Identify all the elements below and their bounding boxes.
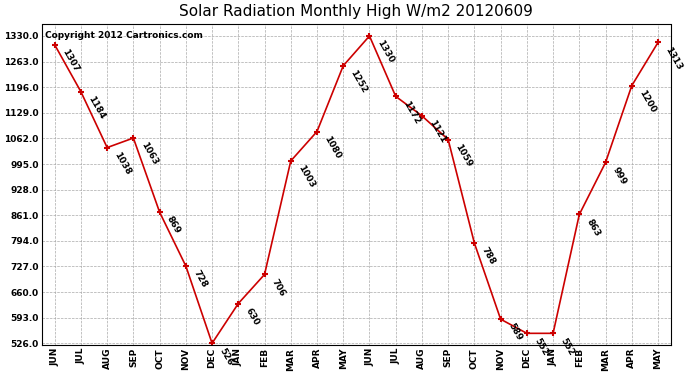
Text: 552: 552 <box>559 336 576 357</box>
Text: 728: 728 <box>191 269 208 290</box>
Text: 1313: 1313 <box>664 45 684 71</box>
Text: 1172: 1172 <box>402 99 422 125</box>
Text: 1200: 1200 <box>638 88 658 114</box>
Text: 1080: 1080 <box>322 134 343 160</box>
Text: 1059: 1059 <box>454 142 474 168</box>
Text: 1184: 1184 <box>86 94 107 121</box>
Text: 1038: 1038 <box>112 150 133 176</box>
Text: 1307: 1307 <box>60 48 81 74</box>
Text: 630: 630 <box>244 306 261 327</box>
Text: 863: 863 <box>585 217 602 238</box>
Text: 1330: 1330 <box>375 39 395 65</box>
Text: Copyright 2012 Cartronics.com: Copyright 2012 Cartronics.com <box>45 31 203 40</box>
Text: 552: 552 <box>533 336 549 357</box>
Text: 589: 589 <box>506 322 524 343</box>
Text: 1121: 1121 <box>428 118 448 145</box>
Text: 1063: 1063 <box>139 141 159 167</box>
Text: 706: 706 <box>270 277 287 298</box>
Text: 1252: 1252 <box>348 69 369 95</box>
Text: 999: 999 <box>611 165 629 186</box>
Text: 526: 526 <box>217 346 235 367</box>
Text: 788: 788 <box>480 246 497 267</box>
Text: 1003: 1003 <box>296 164 317 190</box>
Text: 869: 869 <box>165 215 182 236</box>
Title: Solar Radiation Monthly High W/m2 20120609: Solar Radiation Monthly High W/m2 201206… <box>179 4 533 19</box>
